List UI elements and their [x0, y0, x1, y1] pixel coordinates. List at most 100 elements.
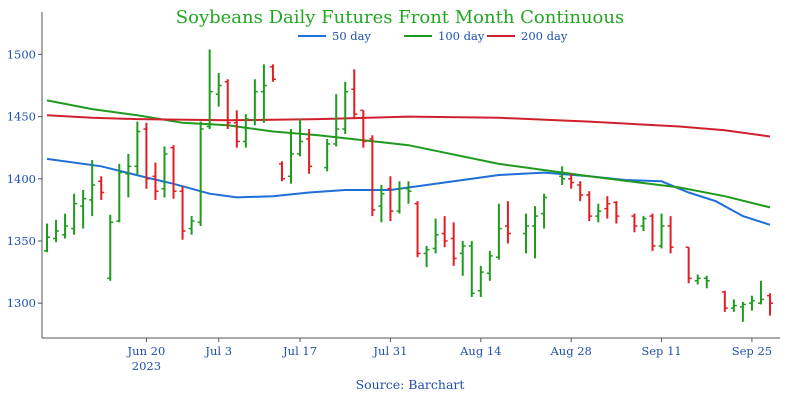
legend: 50 day 100 day 200 day [298, 29, 568, 43]
ohlc-bar [748, 295, 755, 311]
x-tick-label: Jul 31 [372, 344, 407, 358]
ohlc-bar [134, 121, 141, 176]
ohlc-bar [89, 160, 96, 217]
ohlc-bar [504, 201, 511, 244]
ohlc-bar [604, 196, 611, 219]
ohlc-bar [53, 219, 60, 243]
ohlc-bar [595, 203, 602, 223]
ohlc-bar [568, 173, 575, 189]
ohlc-bar [224, 79, 231, 130]
x-tick-label: Jul 17 [282, 344, 317, 358]
ohlc-bar [260, 64, 267, 123]
ohlc-bar [324, 138, 331, 172]
ohlc-bar [631, 213, 638, 233]
ohlc-bar [206, 49, 213, 130]
y-tick-label: 1450 [7, 110, 36, 124]
ohlc-bar [387, 176, 394, 222]
x-tick-year-label: 2023 [132, 359, 161, 373]
ohlc-bar [297, 119, 304, 157]
ohlc-bar [414, 201, 421, 258]
ohlc-bar [233, 110, 240, 148]
series-line-50-day [46, 157, 771, 226]
ohlc-bar [396, 181, 403, 214]
ohlc-bars [44, 49, 773, 322]
legend-label: 100 day [438, 29, 485, 43]
ohlc-bar [667, 216, 674, 254]
legend-label: 50 day [332, 29, 372, 43]
ohlc-bar [161, 146, 168, 198]
ohlc-bar [152, 162, 159, 200]
series-line-200-day [46, 114, 771, 138]
ohlc-bar [242, 114, 249, 148]
ohlc-bar [215, 73, 222, 107]
ohlc-bar [143, 122, 150, 189]
ohlc-bar [532, 206, 539, 259]
x-tick-label: Aug 14 [459, 344, 501, 358]
ohlc-bar [378, 185, 385, 223]
ohlc-bar [450, 222, 457, 266]
ohlc-bar [739, 301, 746, 322]
x-tick-label: Jun 20 [127, 344, 166, 358]
ohlc-bar [333, 94, 340, 147]
ohlc-bar [767, 293, 773, 316]
ohlc-bar [577, 181, 584, 202]
ohlc-bar [730, 299, 737, 312]
ohlc-bar [44, 223, 50, 253]
y-tick-label: 1500 [7, 47, 36, 61]
ohlc-bar [757, 280, 764, 305]
ohlc-bar [432, 218, 439, 254]
ohlc-bar [694, 274, 701, 285]
ohlc-bar [459, 240, 466, 276]
ohlc-bar [197, 121, 204, 227]
ohlc-bar [306, 129, 313, 174]
ohlc-bar [423, 245, 430, 268]
x-tick-label: Jul 3 [204, 344, 232, 358]
ohlc-bar [360, 109, 367, 148]
ohlc-bar [541, 193, 548, 229]
ohlc-bar [522, 213, 529, 254]
ohlc-bar [640, 216, 647, 232]
ohlc-bar [495, 203, 502, 260]
ohlc-bar [658, 213, 665, 249]
ohlc-bar [405, 181, 412, 204]
ohlc-bar [649, 213, 656, 251]
ohlc-bar [62, 213, 69, 239]
ohlc-bar [71, 193, 78, 235]
ohlc-bar [188, 216, 195, 235]
ohlc-bar [116, 163, 123, 223]
ohlc-bar [559, 166, 566, 185]
ohlc-bar [251, 79, 258, 126]
ohlc-bar [170, 145, 177, 199]
ohlc-bar [468, 240, 475, 297]
ohlc-bar [477, 265, 484, 297]
chart-title: Soybeans Daily Futures Front Month Conti… [176, 7, 624, 28]
ohlc-bar [613, 201, 620, 224]
ohlc-bar [351, 69, 358, 120]
moving-average-lines [46, 99, 771, 226]
ohlc-bar [98, 176, 105, 200]
ohlc-bar [721, 290, 728, 312]
series-line-100-day [46, 99, 771, 209]
ohlc-bar [125, 153, 132, 198]
ohlc-bar [288, 129, 295, 184]
ohlc-bar [586, 191, 593, 222]
ohlc-bar [342, 81, 349, 134]
y-axis: 1500 1450 1400 1350 1300 [7, 12, 43, 338]
ohlc-bar [703, 275, 710, 289]
ohlc-bar [441, 216, 448, 248]
ohlc-bar [107, 214, 114, 281]
ohlc-bar [486, 250, 493, 281]
y-tick-label: 1300 [7, 296, 36, 310]
ohlc-bar [369, 135, 376, 217]
ohlc-bar [269, 64, 276, 82]
x-tick-label: Sep 11 [641, 344, 681, 358]
legend-label: 200 day [521, 29, 568, 43]
x-tick-label: Sep 25 [732, 344, 772, 358]
y-tick-label: 1350 [7, 234, 36, 248]
ohlc-bar [179, 186, 186, 240]
source-note: Source: Barchart [356, 377, 465, 392]
ohlc-bar [80, 189, 87, 229]
ohlc-bar [278, 161, 285, 182]
